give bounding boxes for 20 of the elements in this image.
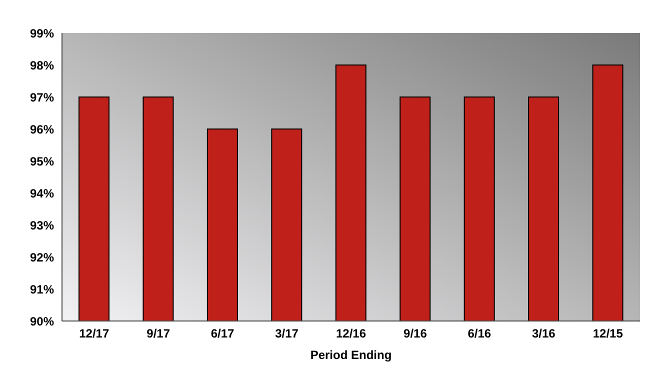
- x-tick-label: 3/17: [275, 326, 299, 341]
- y-tick-label: 99%: [30, 26, 54, 40]
- x-tick-label: 3/16: [532, 326, 556, 341]
- x-tick-label: 6/16: [468, 326, 492, 341]
- y-tick-label: 97%: [30, 90, 54, 104]
- x-tick-label: 9/17: [146, 326, 170, 341]
- y-tick-label: 91%: [30, 282, 54, 296]
- y-tick-label: 96%: [30, 122, 54, 136]
- y-tick-label: 95%: [30, 154, 54, 168]
- x-tick-label: 6/17: [210, 326, 235, 341]
- y-tick-label: 90%: [30, 314, 54, 328]
- x-tick-label: 12/17: [79, 326, 110, 341]
- y-tick-label: 94%: [30, 186, 54, 200]
- y-tick-label: 98%: [30, 58, 54, 72]
- y-tick-label: 93%: [30, 218, 54, 232]
- x-tick-label: 12/15: [592, 326, 624, 341]
- x-tick-label: 12/16: [336, 326, 366, 341]
- y-tick-label: 92%: [30, 250, 54, 264]
- x-axis-title: Period Ending: [310, 348, 392, 362]
- x-tick-label: 9/16: [404, 326, 428, 341]
